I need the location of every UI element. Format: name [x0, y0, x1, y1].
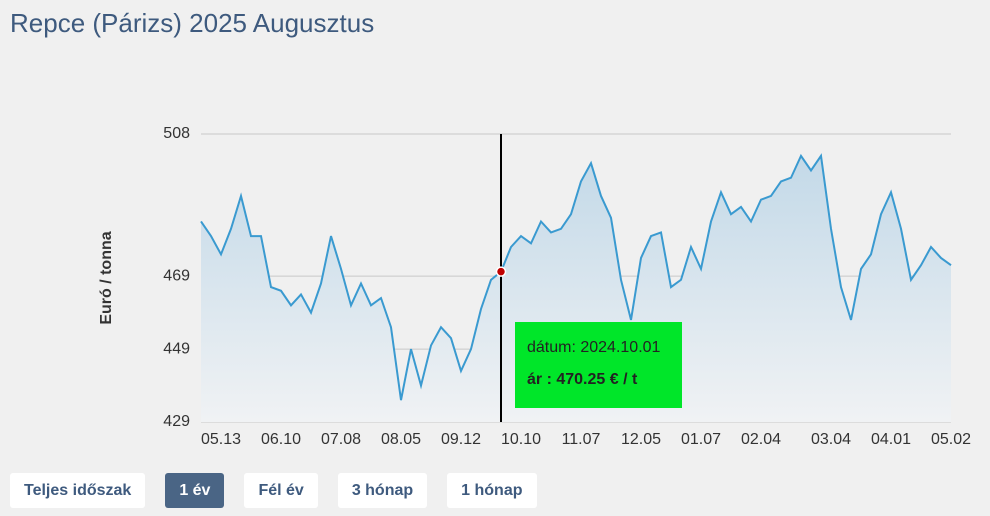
x-tick-label: 02.04	[741, 431, 781, 448]
x-tick-label: 06.10	[261, 431, 301, 448]
x-tick-label: 11.07	[562, 431, 601, 448]
range-button[interactable]: Fél év	[244, 473, 318, 508]
x-tick-label: 03.04	[811, 431, 851, 448]
highlight-point	[495, 266, 507, 277]
range-button[interactable]: Teljes időszak	[10, 473, 146, 508]
x-tick-label: 10.10	[501, 431, 541, 448]
range-button[interactable]: 1 év	[165, 473, 225, 508]
range-button[interactable]: 3 hónap	[337, 473, 428, 508]
tooltip-date: dátum: 2024.10.01	[527, 339, 661, 356]
x-tick-label: 05.13	[201, 431, 241, 448]
x-tick-label: 12.05	[621, 431, 661, 448]
y-tick-label: 449	[163, 340, 190, 357]
y-tick-label: 469	[163, 267, 190, 284]
chart: Euró / tonna 429 449 469 508 05.13 06.10 07.08…	[98, 125, 971, 448]
x-tick-label: 05.02	[931, 431, 971, 448]
tooltip-price: ár : 470.25 € / t	[527, 371, 638, 388]
x-tick-label: 01.07	[681, 431, 721, 448]
y-axis-label: Euró / tonna	[98, 231, 115, 324]
x-tick-label: 04.01	[871, 431, 911, 448]
area	[201, 155, 951, 422]
range-buttons: Teljes időszak 1 év Fél év 3 hónap 1 hónap	[10, 473, 537, 508]
range-button[interactable]: 1 hónap	[447, 473, 537, 508]
y-tick-label: 508	[163, 125, 190, 142]
x-tick-label: 08.05	[381, 431, 421, 448]
y-tick-label: 429	[163, 413, 190, 430]
line	[200, 153, 952, 401]
tooltip: dátum: 2024.10.01 ár : 470.25 € / t	[515, 322, 682, 408]
x-tick-label: 09.12	[441, 431, 481, 448]
x-tick-label: 07.08	[321, 431, 361, 448]
title: Repce (Párizs) 2025 Augusztus	[10, 8, 375, 38]
